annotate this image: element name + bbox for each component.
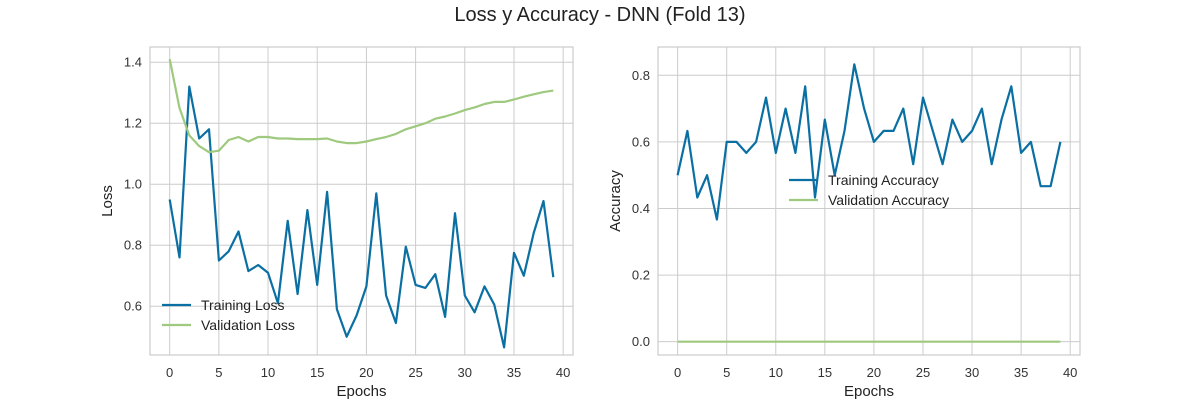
accuracy-legend: Training Accuracy Validation Accuracy	[789, 172, 949, 208]
accuracy-x-axis-label: Epochs	[844, 383, 894, 400]
accuracy-y-tick-label: 0.6	[632, 134, 650, 149]
accuracy-x-tick-label: 10	[769, 365, 783, 380]
validation-loss-line	[168, 58, 554, 154]
training-accuracy-legend-label: Training Accuracy	[828, 172, 939, 188]
loss-x-tick-label: 10	[261, 365, 275, 380]
accuracy-x-tick-label: 5	[723, 365, 730, 380]
loss-x-tick-label: 20	[359, 365, 373, 380]
loss-x-tick-label: 30	[458, 365, 472, 380]
loss-x-tick-label: 15	[310, 365, 324, 380]
figure-title: Loss y Accuracy - DNN (Fold 13)	[454, 4, 746, 26]
loss-x-tick-label: 40	[556, 365, 570, 380]
accuracy-y-tick-label: 0.2	[632, 268, 650, 283]
accuracy-y-tick-label: 0.0	[632, 334, 650, 349]
loss-y-tick-label: 1.0	[124, 177, 142, 192]
accuracy-x-tick-label: 35	[1014, 365, 1028, 380]
training-accuracy-line	[676, 63, 1062, 221]
loss-y-axis-label: Loss	[99, 185, 116, 217]
loss-x-tick-label: 0	[166, 365, 173, 380]
loss-y-tick-label: 1.4	[124, 55, 142, 70]
loss-y-tick-label: 0.8	[124, 238, 142, 253]
accuracy-y-tick-label: 0.8	[632, 68, 650, 83]
loss-x-tick-label: 5	[215, 365, 222, 380]
validation-accuracy-legend-label: Validation Accuracy	[828, 192, 949, 208]
loss-legend: Training Loss Validation Loss	[162, 297, 295, 333]
accuracy-plot-frame	[657, 46, 1081, 356]
accuracy-x-tick-label: 0	[674, 365, 681, 380]
accuracy-x-tick-label: 40	[1063, 365, 1077, 380]
loss-x-tick-label: 35	[507, 365, 521, 380]
loss-x-axis-label: Epochs	[336, 383, 386, 400]
loss-chart: 0 5 10 15 20 25 30 35 40 0.6 0.8 1.0 1.2 1.4 Epochs Los…	[99, 46, 574, 400]
training-loss-legend-label: Training Loss	[201, 297, 285, 313]
accuracy-x-tick-label: 15	[818, 365, 832, 380]
loss-y-tick-label: 1.2	[124, 116, 142, 131]
accuracy-y-tick-label: 0.4	[632, 201, 650, 216]
accuracy-x-tick-label: 30	[965, 365, 979, 380]
loss-plot-frame	[149, 46, 574, 356]
training-loss-line	[168, 85, 555, 349]
validation-loss-legend-label: Validation Loss	[201, 317, 295, 333]
accuracy-x-tick-label: 20	[867, 365, 881, 380]
accuracy-x-tick-label: 25	[916, 365, 930, 380]
accuracy-chart: 0 5 10 15 20 25 30 35 40 0.0 0.2 0.4 0.6 0.8 Epochs Acc…	[607, 46, 1081, 400]
loss-y-tick-label: 0.6	[124, 299, 142, 314]
accuracy-y-axis-label: Accuracy	[607, 170, 624, 232]
loss-x-tick-label: 25	[408, 365, 422, 380]
